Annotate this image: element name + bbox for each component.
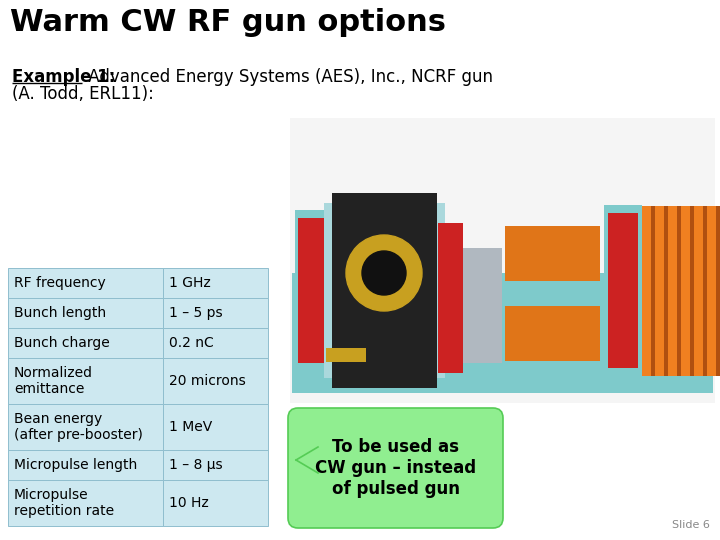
Bar <box>298 218 326 363</box>
Text: 1 GHz: 1 GHz <box>169 276 211 290</box>
Text: Advanced Energy Systems (AES), Inc., NCRF gun: Advanced Energy Systems (AES), Inc., NCR… <box>83 68 493 86</box>
Bar <box>163 268 268 298</box>
Bar <box>326 348 366 362</box>
Bar <box>681 206 690 376</box>
Text: Bunch length: Bunch length <box>14 306 106 320</box>
Bar <box>664 206 668 376</box>
Text: Micropulse
repetition rate: Micropulse repetition rate <box>14 488 114 518</box>
Text: 20 microns: 20 microns <box>169 374 246 388</box>
Bar <box>163 480 268 526</box>
Bar <box>8 328 163 358</box>
Bar <box>8 404 163 450</box>
Bar <box>163 450 268 480</box>
Bar <box>290 118 715 403</box>
Bar <box>642 206 651 376</box>
Text: Slide 6: Slide 6 <box>672 520 710 530</box>
Bar <box>677 206 681 376</box>
FancyBboxPatch shape <box>288 408 503 528</box>
Circle shape <box>346 235 422 311</box>
Bar <box>8 450 163 480</box>
Bar <box>505 306 600 361</box>
Circle shape <box>362 251 406 295</box>
Bar <box>163 328 268 358</box>
Text: 1 – 5 ps: 1 – 5 ps <box>169 306 222 320</box>
Polygon shape <box>296 447 318 473</box>
Bar <box>295 210 329 371</box>
Bar <box>8 298 163 328</box>
Bar <box>332 193 437 388</box>
Text: Bunch charge: Bunch charge <box>14 336 109 350</box>
Bar <box>292 273 713 393</box>
Text: (A. Todd, ERL11):: (A. Todd, ERL11): <box>12 85 154 103</box>
Text: 10 Hz: 10 Hz <box>169 496 209 510</box>
Bar <box>163 298 268 328</box>
Text: Micropulse length: Micropulse length <box>14 458 138 472</box>
Bar <box>505 226 600 281</box>
Bar <box>437 203 445 378</box>
Text: 1 – 8 μs: 1 – 8 μs <box>169 458 222 472</box>
Bar <box>8 268 163 298</box>
Text: Normalized
emittance: Normalized emittance <box>14 366 93 396</box>
Bar <box>442 248 502 363</box>
Text: Example 1:: Example 1: <box>12 68 115 86</box>
Bar <box>163 358 268 404</box>
Bar <box>608 213 638 368</box>
Bar <box>716 206 720 376</box>
Bar <box>163 404 268 450</box>
Text: Warm CW RF gun options: Warm CW RF gun options <box>10 8 446 37</box>
Text: To be used as
CW gun – instead
of pulsed gun: To be used as CW gun – instead of pulsed… <box>315 438 476 498</box>
Bar <box>438 223 463 373</box>
Bar <box>655 206 664 376</box>
Bar <box>703 206 707 376</box>
Text: Bean energy
(after pre-booster): Bean energy (after pre-booster) <box>14 412 143 442</box>
Text: 1 MeV: 1 MeV <box>169 420 212 434</box>
Bar <box>690 206 694 376</box>
Bar <box>642 206 720 376</box>
Bar <box>8 480 163 526</box>
Bar <box>651 206 655 376</box>
Text: 0.2 nC: 0.2 nC <box>169 336 214 350</box>
Text: RF frequency: RF frequency <box>14 276 106 290</box>
Bar <box>694 206 703 376</box>
Bar <box>668 206 677 376</box>
Bar <box>604 205 642 376</box>
Bar <box>8 358 163 404</box>
Bar <box>324 203 332 378</box>
Bar <box>707 206 716 376</box>
